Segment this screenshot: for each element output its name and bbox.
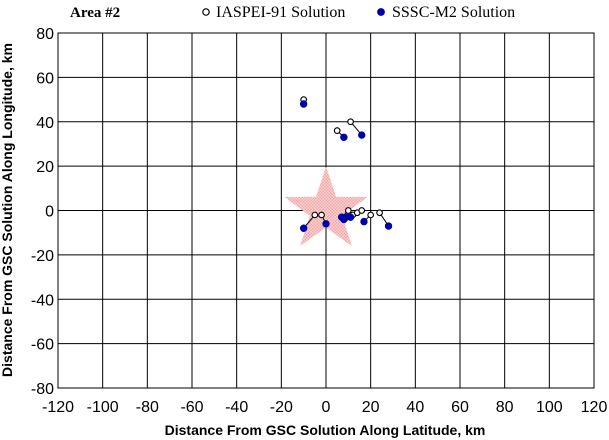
- sssc-point: [299, 100, 308, 108]
- x-tick-label: -20: [270, 399, 293, 416]
- reference-star: [284, 166, 368, 247]
- y-tick-label: 80: [36, 26, 54, 43]
- x-tick-label: -80: [136, 399, 159, 416]
- iaspei-point: [347, 118, 354, 126]
- legend-iaspei-label: IASPEI-91 Solution: [216, 4, 345, 21]
- x-axis-label: Distance From GSC Solution Along Latitud…: [165, 422, 486, 438]
- x-tick-label: -60: [180, 399, 203, 416]
- legend-iaspei-marker: [202, 8, 210, 16]
- y-tick-label: 40: [36, 115, 54, 132]
- legend-sssc-marker: [377, 8, 385, 16]
- sssc-point: [340, 133, 348, 141]
- x-tick-label: 100: [536, 399, 563, 416]
- area-label: Area #2: [70, 5, 120, 21]
- x-tick-labels: -120 -100 -80 -60 -40 -20 0 20 40 60 80 100 120: [42, 399, 607, 416]
- sssc-point: [346, 213, 355, 221]
- x-tick-label: -40: [225, 399, 248, 416]
- iaspei-point: [376, 209, 383, 217]
- iaspei-point: [367, 211, 375, 219]
- legend: IASPEI-91 Solution SSSC-M2 Solution: [202, 4, 515, 21]
- x-tick-label: -100: [87, 399, 119, 416]
- sssc-point: [358, 131, 366, 139]
- plot-frame: [57, 32, 595, 389]
- legend-sssc-label: SSSC-M2 Solution: [392, 4, 515, 21]
- x-tick-label: 0: [322, 399, 331, 416]
- x-tick-label: 40: [406, 399, 424, 416]
- iaspei-point: [333, 127, 341, 134]
- sssc-point: [384, 222, 393, 230]
- y-tick-label: -40: [31, 292, 54, 309]
- y-tick-label: -80: [31, 381, 54, 398]
- x-tick-label: -120: [42, 399, 74, 416]
- sssc-point: [299, 224, 308, 232]
- x-tick-label: 20: [362, 399, 380, 416]
- y-tick-labels: -80 -60 -40 -20 0 20 40 60 80: [31, 26, 54, 398]
- iaspei-point: [344, 207, 352, 214]
- iaspei-point: [358, 207, 366, 214]
- y-tick-label: -20: [31, 248, 54, 265]
- x-tick-label: 60: [451, 399, 469, 416]
- sssc-point: [360, 217, 368, 226]
- y-tick-label: 60: [36, 70, 54, 87]
- y-tick-label: 0: [45, 204, 54, 221]
- data-points: [299, 96, 393, 232]
- reference-star-layer: [284, 166, 368, 247]
- x-tick-label: 120: [581, 399, 608, 416]
- y-tick-label: 20: [36, 159, 54, 176]
- y-tick-label: -60: [31, 337, 54, 354]
- y-axis-label: Distance From GSC Solution Along Longitu…: [0, 43, 15, 377]
- iaspei-point: [318, 211, 325, 219]
- sssc-point: [322, 220, 330, 228]
- x-tick-label: 80: [496, 399, 514, 416]
- iaspei-point: [311, 211, 319, 219]
